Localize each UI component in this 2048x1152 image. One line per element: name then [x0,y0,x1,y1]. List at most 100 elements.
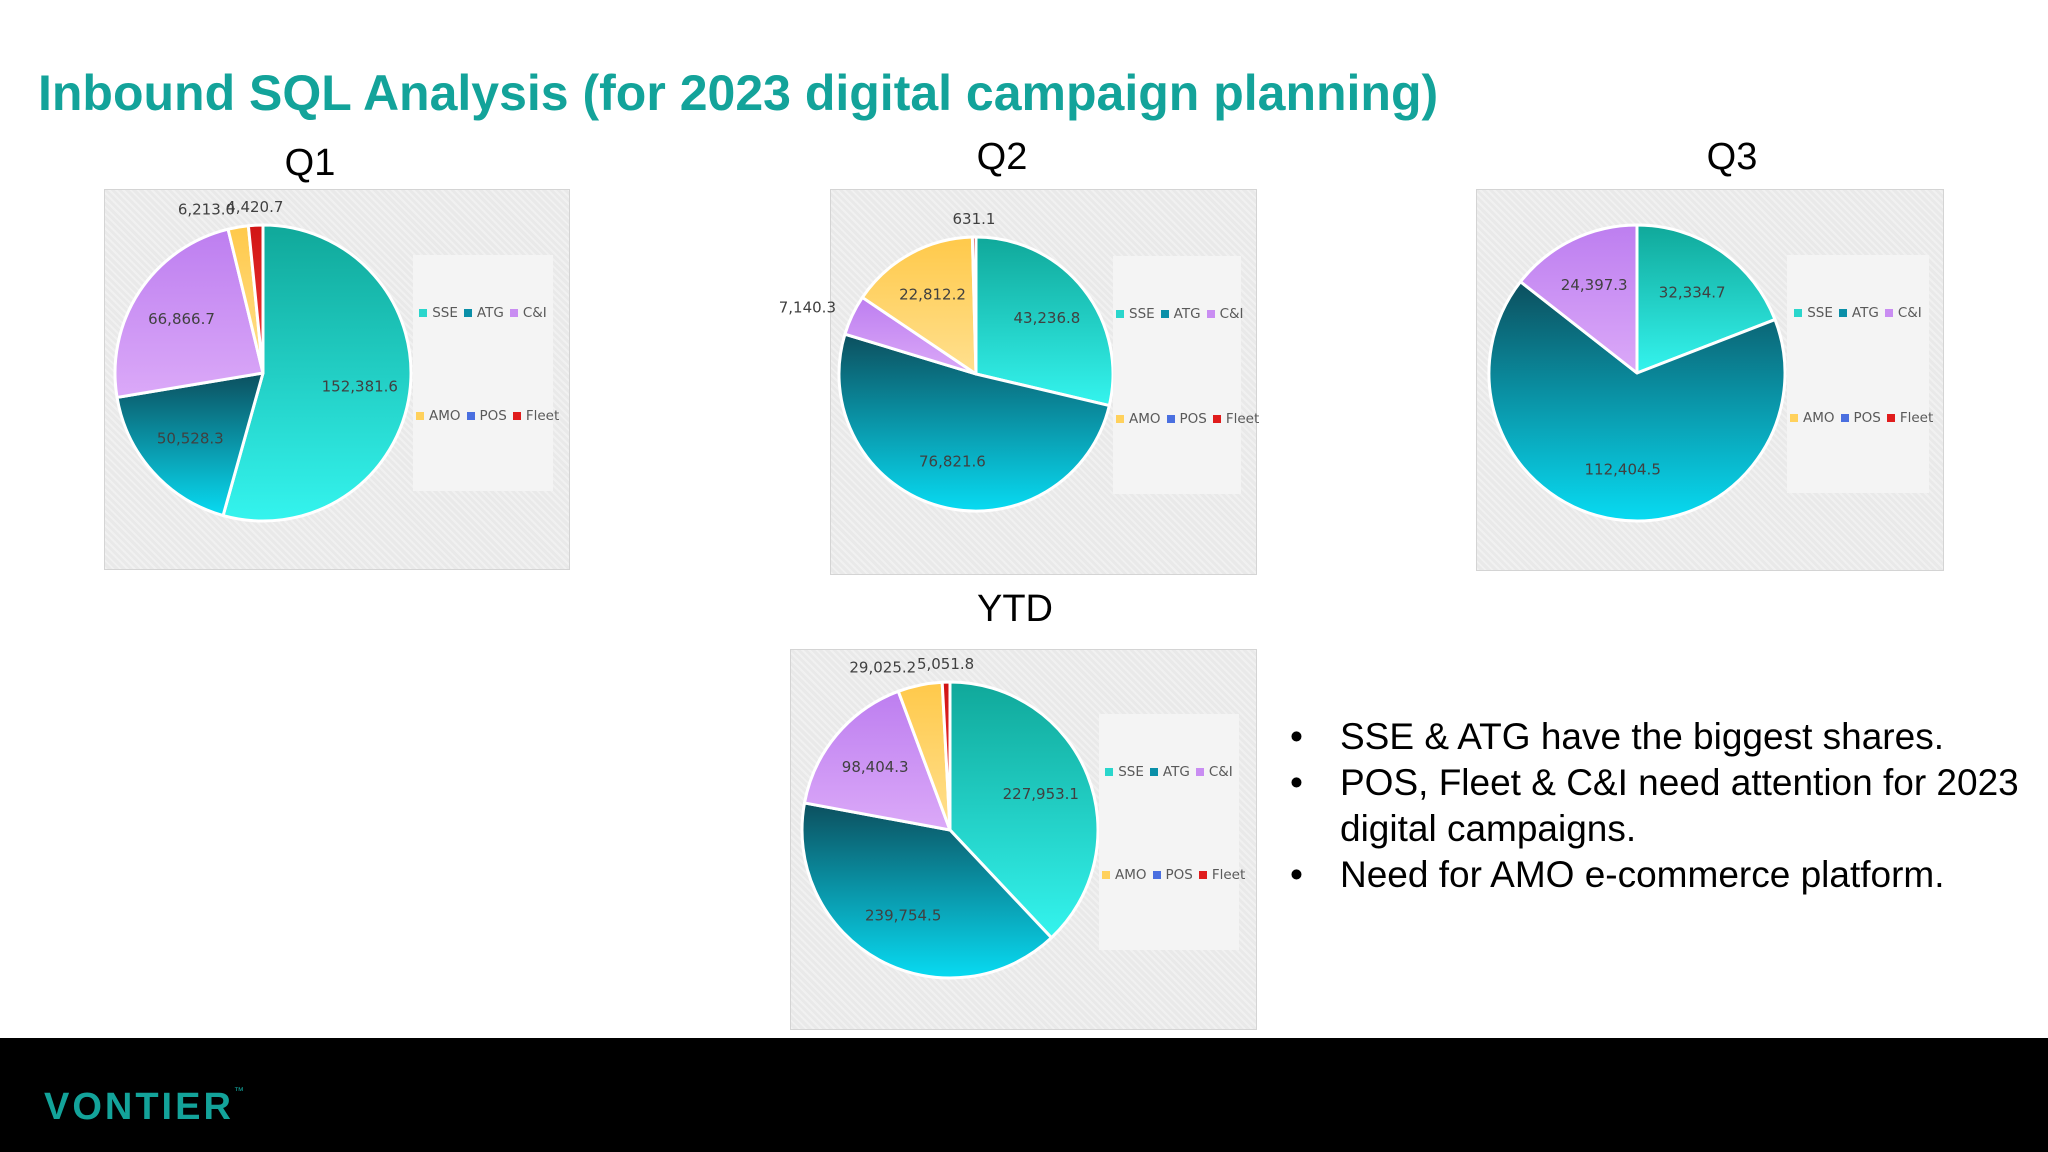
legend-label: SSE [1118,764,1144,780]
legend-label: SSE [432,305,458,321]
legend-label: C&I [1208,764,1233,780]
legend-swatch [1166,415,1175,423]
legend-row: SSE ATG C&I [1787,305,1929,321]
pie-slice-sse [1635,223,1777,375]
legend-label: POS [1165,867,1193,883]
data-label: 7,140.3 [779,298,836,316]
legend-swatch [1116,310,1124,318]
legend-swatch [1884,309,1893,317]
legend-swatch [1102,871,1110,879]
legend-label: AMO [1129,411,1161,427]
legend-swatch [1116,415,1124,423]
legend-label: SSE [1129,306,1155,322]
legend-item: POS [466,408,507,424]
chart-legend: SSE ATG C&I AMO POS Fleet [1099,714,1245,950]
chart-legend: SSE ATG C&I AMO POS Fleet [1113,256,1259,494]
legend-item: AMO [1790,410,1835,426]
legend-swatch [1195,768,1204,776]
legend-row: SSE ATG C&I [413,305,553,321]
legend-item: ATG [1838,305,1879,321]
legend-label: C&I [1897,305,1922,321]
legend-label: Fleet [525,408,560,424]
legend-swatch [463,309,472,317]
legend-item: Fleet [1198,867,1246,883]
legend-item: ATG [463,305,504,321]
legend-label: POS [1853,410,1881,426]
legend-swatch [419,309,428,317]
chart-panel-q2: 43,236.8 76,821.6 7,140.3 22,812.2 631.1 SSE A… [779,189,1259,575]
data-label: 4,420.7 [226,198,283,216]
legend-item: AMO [416,408,461,424]
legend-item: AMO [1102,867,1147,883]
legend-label: ATG [1851,305,1879,321]
bullet-list: SSE & ATG have the biggest shares. POS, … [1286,714,2048,898]
legend-row: SSE ATG C&I [1099,764,1239,780]
legend-label: C&I [522,305,547,321]
vontier-logo: VONTIER™ [44,1086,244,1128]
legend-swatch [509,309,518,317]
chart-legend: SSE ATG C&I AMO POS Fleet [1787,255,1933,493]
pie-chart: 227,953.1 239,754.5 98,404.3 29,025.2 5,051.… [800,655,1100,980]
legend-item: Fleet [1886,410,1933,426]
pie-slice-ci [113,227,265,399]
legend-swatch [1790,414,1798,422]
pie-slice-fleet [970,235,978,376]
pie-slice-fleet [246,223,265,375]
legend-label: POS [479,408,507,424]
chart-panel-q1: 152,381.6 50,528.3 66,866.7 6,213.0 4,420.7 S… [104,189,570,570]
pie-slice-sse [221,223,413,523]
legend-swatch [1105,768,1114,776]
legend-row: SSE ATG C&I [1113,306,1244,322]
legend-swatch [1198,871,1207,879]
data-label: 43,236.8 [1014,309,1081,327]
legend-swatch [1160,310,1169,318]
legend-swatch [1794,309,1803,317]
legend-swatch [416,412,424,420]
legend-label: Fleet [1225,411,1260,427]
data-label: 29,025.2 [849,659,916,677]
legend-label: AMO [429,408,461,424]
bullet-item: POS, Fleet & C&I need attention for 2023… [1286,760,2048,852]
legend-swatch [1838,309,1847,317]
bullet-item: SSE & ATG have the biggest shares. [1286,714,2048,760]
legend-item: C&I [1206,306,1244,322]
footer-bar [0,1038,2048,1152]
legend-label: Fleet [1211,867,1246,883]
legend-item: SSE [1105,764,1144,780]
data-label: 98,404.3 [842,758,909,776]
bullet-item: Need for AMO e-commerce platform. [1286,852,2048,898]
legend-item: SSE [419,305,458,321]
data-label: 239,754.5 [865,907,941,925]
legend-label: AMO [1803,410,1835,426]
legend-item: POS [1166,411,1207,427]
legend-swatch [1149,768,1158,776]
pie-chart: 32,334.7 112,404.5 24,397.3 [1487,223,1787,523]
legend-item: C&I [1195,764,1233,780]
legend-item: ATG [1160,306,1201,322]
pie-slice-fleet [940,680,952,832]
pie-slice-atg [800,801,1053,980]
legend-label: C&I [1219,306,1244,322]
legend-label: ATG [1162,764,1190,780]
pie-chart: 43,236.8 76,821.6 7,140.3 22,812.2 631.1 [779,210,1115,513]
legend-item: Fleet [512,408,560,424]
chart-title-q3: Q3 [1706,136,1758,178]
pie-slice-ci [803,689,952,832]
data-label: 66,866.7 [148,310,215,328]
legend-item: AMO [1116,411,1161,427]
legend-swatch [1206,310,1215,318]
legend-row: AMO POS Fleet [1113,411,1259,427]
data-label: 6,213.0 [178,200,235,218]
legend-swatch [1152,871,1161,879]
legend-item: POS [1840,410,1881,426]
pie-slice-sse [948,680,1100,940]
chart-panel-ytd: 227,953.1 239,754.5 98,404.3 29,025.2 5,051.… [790,649,1257,1030]
legend-item: SSE [1794,305,1833,321]
data-label: 5,051.8 [917,655,974,673]
legend-label: ATG [476,305,504,321]
legend-label: ATG [1173,306,1201,322]
chart-legend: SSE ATG C&I AMO POS Fleet [413,255,559,491]
chart-title-ytd: YTD [977,588,1053,630]
chart-panel-q3: 32,334.7 112,404.5 24,397.3 SSE ATG C&I AMO POS… [1476,189,1944,571]
data-label: 24,397.3 [1561,276,1628,294]
